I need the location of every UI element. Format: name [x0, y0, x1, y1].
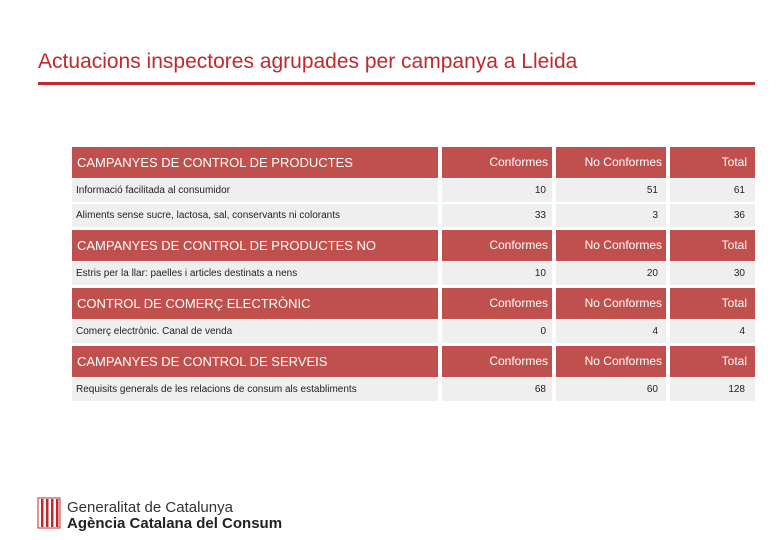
conformes-value: 68 — [442, 378, 552, 401]
title-divider — [38, 82, 755, 85]
no-conformes-value: 20 — [556, 262, 666, 285]
section-header-services: CAMPANYES DE CONTROL DE SERVEIS Conforme… — [72, 346, 755, 377]
col-header-conformes: Conformes — [442, 147, 552, 178]
table-row: Informació facilitada al consumidor 10 5… — [72, 178, 755, 203]
catalan-flag-shield-icon — [37, 497, 61, 529]
section-header-non-food: CAMPANYES DE CONTROL DE PRODUCTES NO ALI… — [72, 230, 755, 284]
conformes-value: 10 — [442, 262, 552, 285]
no-conformes-value: 4 — [556, 320, 666, 343]
col-header-no-conformes: No Conformes — [556, 230, 666, 261]
total-value: 61 — [670, 179, 755, 202]
conformes-value: 0 — [442, 320, 552, 343]
row-label: Informació facilitada al consumidor — [72, 179, 438, 202]
section-title: CAMPANYES DE CONTROL DE SERVEIS — [72, 346, 438, 377]
table-row: Aliments sense sucre, lactosa, sal, cons… — [72, 203, 755, 228]
no-conformes-value: 3 — [556, 204, 666, 227]
page-title: Actuacions inspectores agrupades per cam… — [38, 50, 578, 73]
row-label: Requisits generals de les relacions de c… — [72, 378, 438, 401]
total-value: 128 — [670, 378, 755, 401]
col-header-total: Total — [670, 346, 755, 377]
section-title: CONTROL DE COMERÇ ELECTRÒNIC — [72, 288, 438, 319]
inspections-table: CAMPANYES DE CONTROL DE PRODUCTES ALIMEN… — [72, 147, 755, 402]
col-header-total: Total — [670, 288, 755, 319]
row-label: Comerç electrònic. Canal de venda — [72, 320, 438, 343]
col-header-total: Total — [670, 147, 755, 178]
no-conformes-value: 51 — [556, 179, 666, 202]
col-header-conformes: Conformes — [442, 288, 552, 319]
section-header-food: CAMPANYES DE CONTROL DE PRODUCTES ALIMEN… — [72, 147, 755, 201]
table-row: Estris per la llar: paelles i articles d… — [72, 261, 755, 286]
col-header-conformes: Conformes — [442, 230, 552, 261]
total-value: 4 — [670, 320, 755, 343]
org-name-line1: Generalitat de Catalunya — [67, 499, 233, 516]
section-title: CAMPANYES DE CONTROL DE PRODUCTES ALIMEN… — [72, 147, 438, 201]
conformes-value: 10 — [442, 179, 552, 202]
section-title: CAMPANYES DE CONTROL DE PRODUCTES NO ALI… — [72, 230, 438, 284]
col-header-conformes: Conformes — [442, 346, 552, 377]
table-row: Requisits generals de les relacions de c… — [72, 377, 755, 402]
total-value: 30 — [670, 262, 755, 285]
col-header-no-conformes: No Conformes — [556, 346, 666, 377]
section-header-ecommerce: CONTROL DE COMERÇ ELECTRÒNIC Conformes N… — [72, 288, 755, 319]
col-header-total: Total — [670, 230, 755, 261]
table-row: Comerç electrònic. Canal de venda 0 4 4 — [72, 319, 755, 344]
col-header-no-conformes: No Conformes — [556, 147, 666, 178]
row-label: Aliments sense sucre, lactosa, sal, cons… — [72, 204, 438, 227]
conformes-value: 33 — [442, 204, 552, 227]
org-name-line2: Agència Catalana del Consum — [67, 515, 283, 532]
no-conformes-value: 60 — [556, 378, 666, 401]
col-header-no-conformes: No Conformes — [556, 288, 666, 319]
total-value: 36 — [670, 204, 755, 227]
row-label: Estris per la llar: paelles i articles d… — [72, 262, 438, 285]
